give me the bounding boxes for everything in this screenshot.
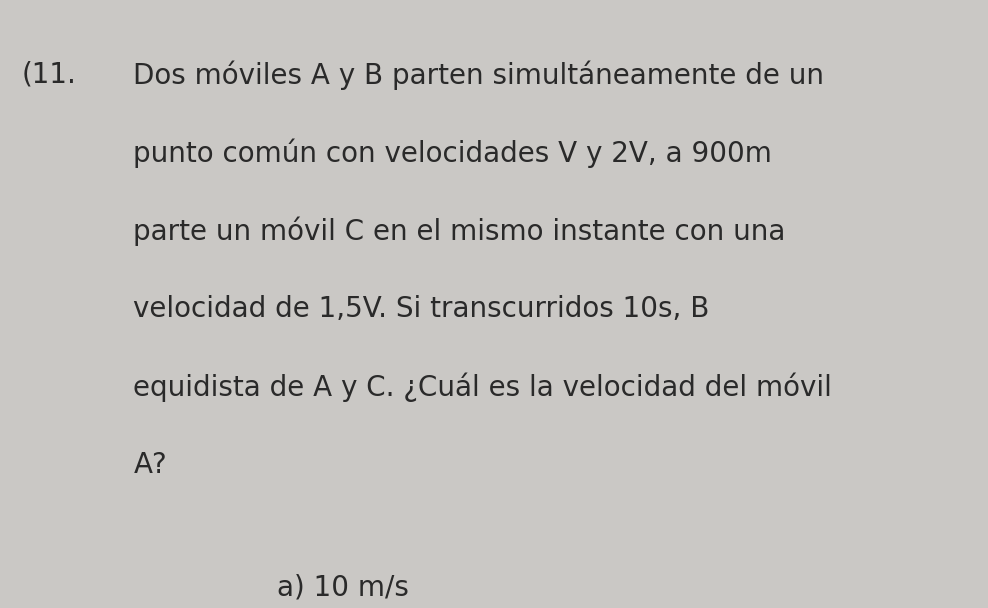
Text: Dos móviles A y B parten simultáneamente de un: Dos móviles A y B parten simultáneamente… <box>133 61 824 91</box>
Text: a) 10 m/s: a) 10 m/s <box>277 574 408 602</box>
Text: velocidad de 1,5V. Si transcurridos 10s, B: velocidad de 1,5V. Si transcurridos 10s,… <box>133 295 709 323</box>
Text: equidista de A y C. ¿Cuál es la velocidad del móvil: equidista de A y C. ¿Cuál es la velocida… <box>133 373 832 402</box>
Text: parte un móvil C en el mismo instante con una: parte un móvil C en el mismo instante co… <box>133 217 785 246</box>
Text: A?: A? <box>133 451 167 479</box>
Text: (11.: (11. <box>22 61 77 89</box>
Text: punto común con velocidades V y 2V, a 900m: punto común con velocidades V y 2V, a 90… <box>133 139 773 168</box>
